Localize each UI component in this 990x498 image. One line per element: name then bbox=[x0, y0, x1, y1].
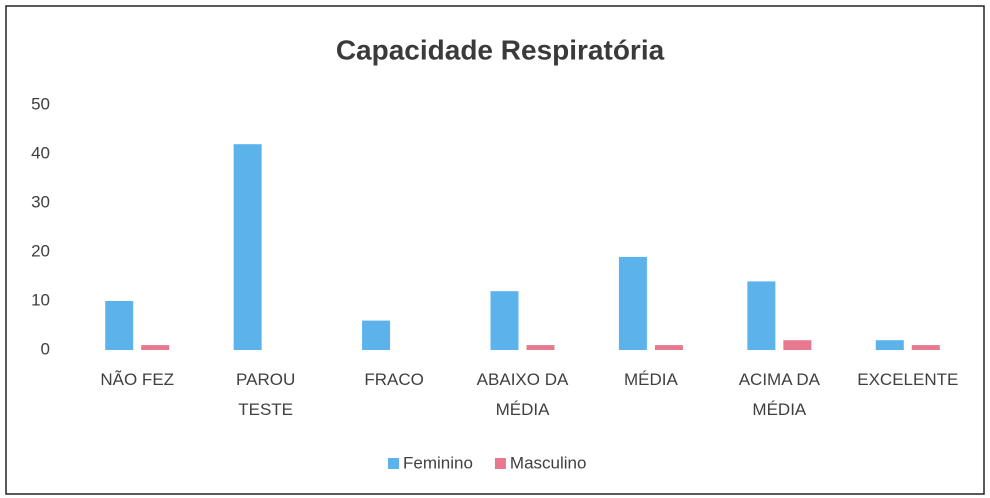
y-tick-label: 30 bbox=[31, 192, 50, 211]
y-tick-label: 40 bbox=[31, 143, 50, 162]
y-tick-label: 0 bbox=[41, 339, 50, 358]
chart-title: Capacidade Respiratória bbox=[336, 34, 665, 65]
bar bbox=[362, 320, 391, 350]
y-tick-label: 10 bbox=[31, 290, 50, 309]
legend-swatch bbox=[494, 458, 506, 469]
x-tick-label: MÉDIA bbox=[624, 370, 679, 389]
legend-label: Feminino bbox=[403, 453, 473, 472]
x-tick-label: ABAIXO DA MÉDIA bbox=[477, 370, 569, 419]
x-tick-label: NÃO FEZ bbox=[100, 370, 174, 389]
bar bbox=[747, 281, 776, 350]
x-tick-label: ACIMA DA MÉDIA bbox=[739, 370, 821, 419]
bar bbox=[654, 345, 683, 350]
bar bbox=[911, 345, 940, 350]
y-tick-label: 50 bbox=[31, 94, 50, 113]
bar bbox=[618, 256, 647, 350]
bar bbox=[141, 345, 170, 350]
bar bbox=[526, 345, 555, 350]
bar bbox=[875, 340, 904, 350]
legend-swatch bbox=[388, 458, 399, 469]
x-tick-label: FRACO bbox=[364, 370, 424, 389]
bar bbox=[233, 144, 262, 350]
legend-label: Masculino bbox=[510, 453, 587, 472]
bar bbox=[490, 291, 519, 350]
chart-border bbox=[5, 5, 985, 495]
y-tick-label: 20 bbox=[31, 241, 50, 260]
bar bbox=[783, 340, 812, 350]
x-tick-label: EXCELENTE bbox=[857, 370, 958, 389]
x-tick-label: PAROU TESTE bbox=[236, 370, 295, 419]
bar bbox=[105, 301, 134, 350]
